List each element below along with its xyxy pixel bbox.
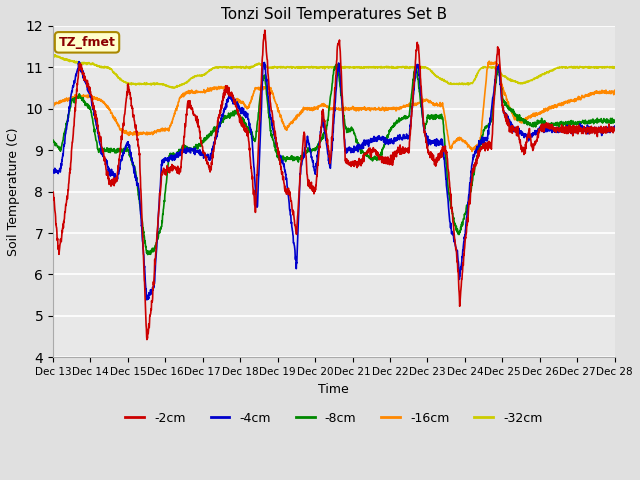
X-axis label: Time: Time — [319, 383, 349, 396]
Text: TZ_fmet: TZ_fmet — [59, 36, 115, 49]
Legend: -2cm, -4cm, -8cm, -16cm, -32cm: -2cm, -4cm, -8cm, -16cm, -32cm — [120, 407, 547, 430]
Y-axis label: Soil Temperature (C): Soil Temperature (C) — [7, 127, 20, 256]
Title: Tonzi Soil Temperatures Set B: Tonzi Soil Temperatures Set B — [221, 7, 447, 22]
